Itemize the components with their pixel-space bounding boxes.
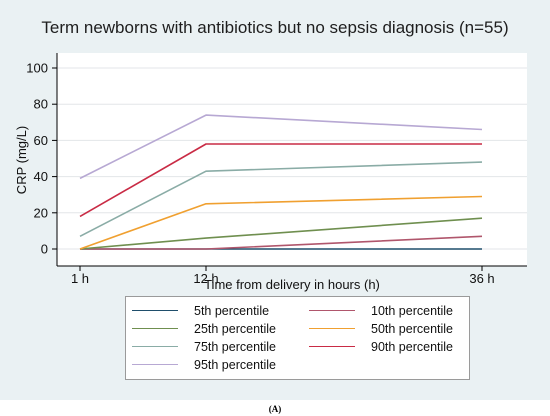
series-line-75th [79, 161, 483, 238]
x-tick-label: 36 h [469, 271, 494, 286]
y-tick-label: 40 [34, 169, 48, 184]
y-axis-label: CRP (mg/L) [14, 126, 29, 194]
legend-swatch [309, 346, 355, 347]
chart-svg: Term newborns with antibiotics but no se… [14, 18, 527, 292]
legend-swatch [132, 328, 178, 329]
y-tick-label: 60 [34, 133, 48, 148]
series-line-50th [79, 195, 483, 250]
legend-label: 5th percentile [194, 303, 270, 318]
x-tick-label: 1 h [71, 271, 89, 286]
legend-item: 25th percentile [132, 320, 276, 337]
legend-item: 10th percentile [309, 302, 453, 319]
y-tick-label: 80 [34, 97, 48, 112]
series-line-90th [79, 143, 482, 218]
legend-label: 95th percentile [194, 357, 277, 372]
legend-label: 25th percentile [194, 321, 277, 336]
legend-label: 50th percentile [371, 321, 454, 336]
legend-swatch [132, 346, 178, 347]
legend-swatch [309, 310, 355, 311]
legend: 5th percentile 10th percentile 25th percen… [125, 296, 470, 380]
legend-item: 5th percentile [132, 302, 269, 319]
legend-item: 50th percentile [309, 320, 453, 337]
legend-swatch [132, 364, 178, 365]
legend-label: 75th percentile [194, 339, 277, 354]
y-tick-label: 20 [34, 205, 48, 220]
plot-area [57, 53, 527, 266]
legend-item: 95th percentile [132, 356, 276, 373]
chart-figure: Term newborns with antibiotics but no se… [0, 0, 550, 400]
figure-caption: (A) [268, 404, 282, 414]
legend-label: 90th percentile [371, 339, 454, 354]
legend-swatch [309, 328, 355, 329]
y-tick-label: 100 [26, 61, 48, 76]
x-tick-label: 12 h [193, 271, 218, 286]
legend-swatch [132, 310, 178, 311]
legend-item: 90th percentile [309, 338, 453, 355]
series-line-95th [79, 114, 483, 180]
y-tick-label: 0 [41, 242, 48, 257]
chart-title: Term newborns with antibiotics but no se… [41, 18, 508, 37]
series-line-25th [79, 217, 483, 250]
legend-label: 10th percentile [371, 303, 454, 318]
series-line-10th [80, 235, 483, 250]
legend-item: 75th percentile [132, 338, 276, 355]
x-axis-label: Time from delivery in hours (h) [204, 277, 380, 292]
